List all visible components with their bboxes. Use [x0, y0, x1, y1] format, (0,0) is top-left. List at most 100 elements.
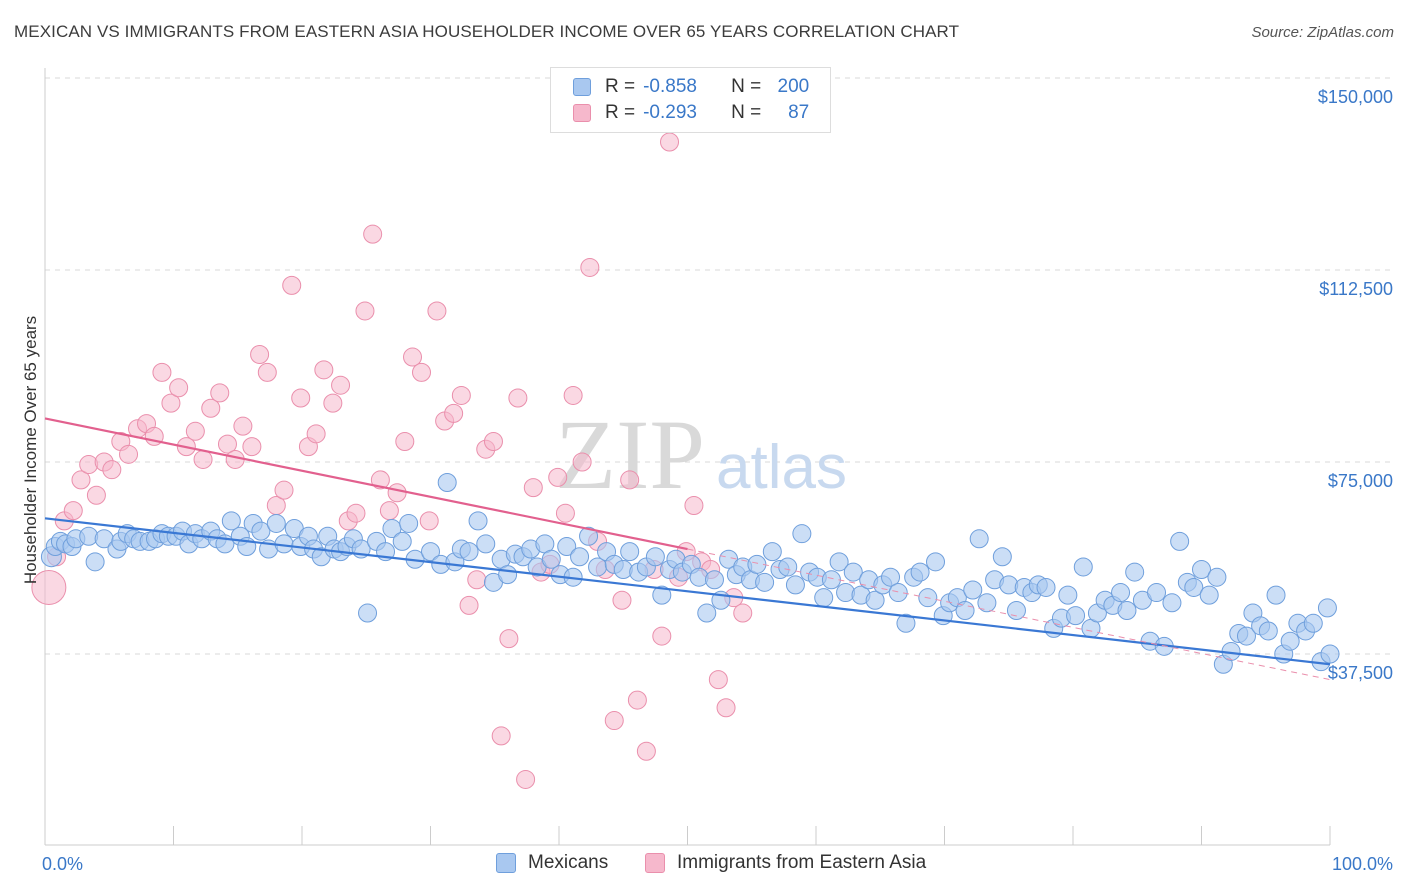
data-point-eastern-asia	[282, 275, 302, 295]
trend-line-mexicans	[44, 517, 1331, 666]
x-tick-labels: 0.0% 100.0%	[42, 854, 1393, 874]
data-point-mexicans	[963, 580, 983, 600]
data-point-eastern-asia	[516, 769, 536, 789]
data-point-eastern-asia	[451, 385, 471, 405]
data-point-eastern-asia	[331, 375, 351, 395]
data-point-eastern-asia	[102, 460, 122, 480]
data-point-eastern-asia	[233, 416, 253, 436]
data-point-mexicans	[652, 585, 672, 605]
data-point-eastern-asia	[491, 726, 511, 746]
legend-swatch-blue	[573, 78, 591, 96]
y-tick-label: $37,500	[1328, 663, 1393, 683]
x-tick-label: 100.0%	[1332, 854, 1393, 874]
data-point-eastern-asia	[242, 437, 262, 457]
data-point-eastern-asia	[210, 383, 230, 403]
data-point-mexicans	[1266, 585, 1286, 605]
legend-n-label: N =	[731, 102, 762, 123]
data-point-eastern-asia	[274, 480, 294, 500]
data-point-eastern-asia	[363, 224, 383, 244]
data-point-mexicans	[881, 567, 901, 587]
data-point-eastern-asia	[508, 388, 528, 408]
data-point-mexicans	[579, 526, 599, 546]
data-point-eastern-asia	[193, 449, 213, 469]
data-point-eastern-asia	[652, 626, 672, 646]
data-point-mexicans	[498, 565, 518, 585]
data-point-eastern-asia	[733, 603, 753, 623]
data-point-eastern-asia	[323, 393, 343, 413]
data-point-mexicans	[1058, 585, 1078, 605]
data-point-mexicans	[992, 547, 1012, 567]
data-point-mexicans	[399, 513, 419, 533]
data-point-mexicans	[1170, 531, 1190, 551]
data-point-eastern-asia	[444, 403, 464, 423]
series-legend: Mexicans Immigrants from Eastern Asia	[0, 852, 1406, 878]
data-point-eastern-asia	[716, 698, 736, 718]
data-point-eastern-asia	[572, 452, 592, 472]
data-point-mexicans	[843, 562, 863, 582]
legend-item-eastern-asia: Immigrants from Eastern Asia	[645, 852, 926, 874]
data-point-eastern-asia	[395, 432, 415, 452]
data-point-mexicans	[1162, 593, 1182, 613]
legend-swatch-pink	[573, 104, 591, 122]
data-point-eastern-asia	[387, 483, 407, 503]
data-point-mexicans	[437, 472, 457, 492]
data-point-mexicans	[1073, 557, 1093, 577]
x-tick-label: 0.0%	[42, 854, 83, 874]
legend-r-value: -0.293	[643, 102, 697, 123]
watermark-atlas: atlas	[716, 433, 847, 502]
data-point-mexicans	[645, 547, 665, 567]
data-point-mexicans	[476, 534, 496, 554]
data-point-eastern-asia	[660, 132, 680, 152]
data-point-eastern-asia	[257, 362, 277, 382]
data-point-eastern-asia	[314, 360, 334, 380]
data-point-mexicans	[1192, 560, 1211, 580]
data-point-mexicans	[814, 588, 834, 608]
data-point-eastern-asia	[86, 485, 106, 505]
data-point-eastern-asia	[636, 741, 656, 761]
data-point-mexicans	[888, 583, 908, 603]
data-point-mexicans	[1303, 613, 1323, 633]
data-point-eastern-asia	[306, 424, 326, 444]
data-point-mexicans	[85, 552, 105, 572]
data-point-mexicans	[755, 572, 775, 592]
data-point-eastern-asia	[250, 344, 270, 364]
data-point-mexicans	[896, 613, 916, 633]
data-point-eastern-asia	[627, 690, 647, 710]
data-point-eastern-asia	[169, 378, 189, 398]
legend-swatch-blue	[496, 853, 516, 873]
y-tick-labels: $37,500 $75,000 $112,500 $150,000	[1318, 87, 1393, 683]
data-point-eastern-asia	[346, 503, 366, 523]
legend-r-value: -0.858	[643, 76, 697, 97]
data-point-eastern-asia	[119, 444, 139, 464]
data-point-eastern-asia	[483, 432, 503, 452]
data-point-mexicans	[620, 542, 640, 562]
data-point-mexicans	[358, 603, 378, 623]
y-axis-label: Householder Income Over 65 years	[21, 316, 40, 584]
data-point-eastern-asia	[459, 595, 479, 615]
data-point-mexicans	[468, 511, 488, 531]
data-point-eastern-asia	[217, 434, 237, 454]
data-point-mexicans	[1317, 598, 1337, 618]
data-point-mexicans	[1184, 577, 1204, 597]
data-point-mexicans	[570, 547, 590, 567]
data-point-eastern-asia	[355, 301, 375, 321]
data-point-mexicans	[821, 570, 841, 590]
series-mexicans	[40, 472, 1340, 674]
data-point-mexicans	[747, 554, 767, 574]
data-point-mexicans	[969, 529, 989, 549]
y-tick-label: $112,500	[1319, 279, 1393, 299]
data-point-mexicans	[1147, 583, 1167, 603]
data-point-mexicans	[1036, 577, 1056, 597]
data-point-eastern-asia	[604, 711, 624, 731]
data-point-eastern-asia	[548, 467, 568, 487]
data-point-mexicans	[392, 531, 412, 551]
data-point-mexicans	[1117, 600, 1137, 620]
legend-item-label: Mexicans	[528, 852, 609, 873]
data-point-eastern-asia	[499, 629, 519, 649]
watermark: ZIP atlas	[555, 399, 847, 510]
data-point-eastern-asia	[467, 570, 487, 590]
legend-swatch-pink	[645, 853, 665, 873]
legend-r-label: R =	[605, 102, 636, 123]
data-point-mexicans	[1066, 606, 1086, 626]
